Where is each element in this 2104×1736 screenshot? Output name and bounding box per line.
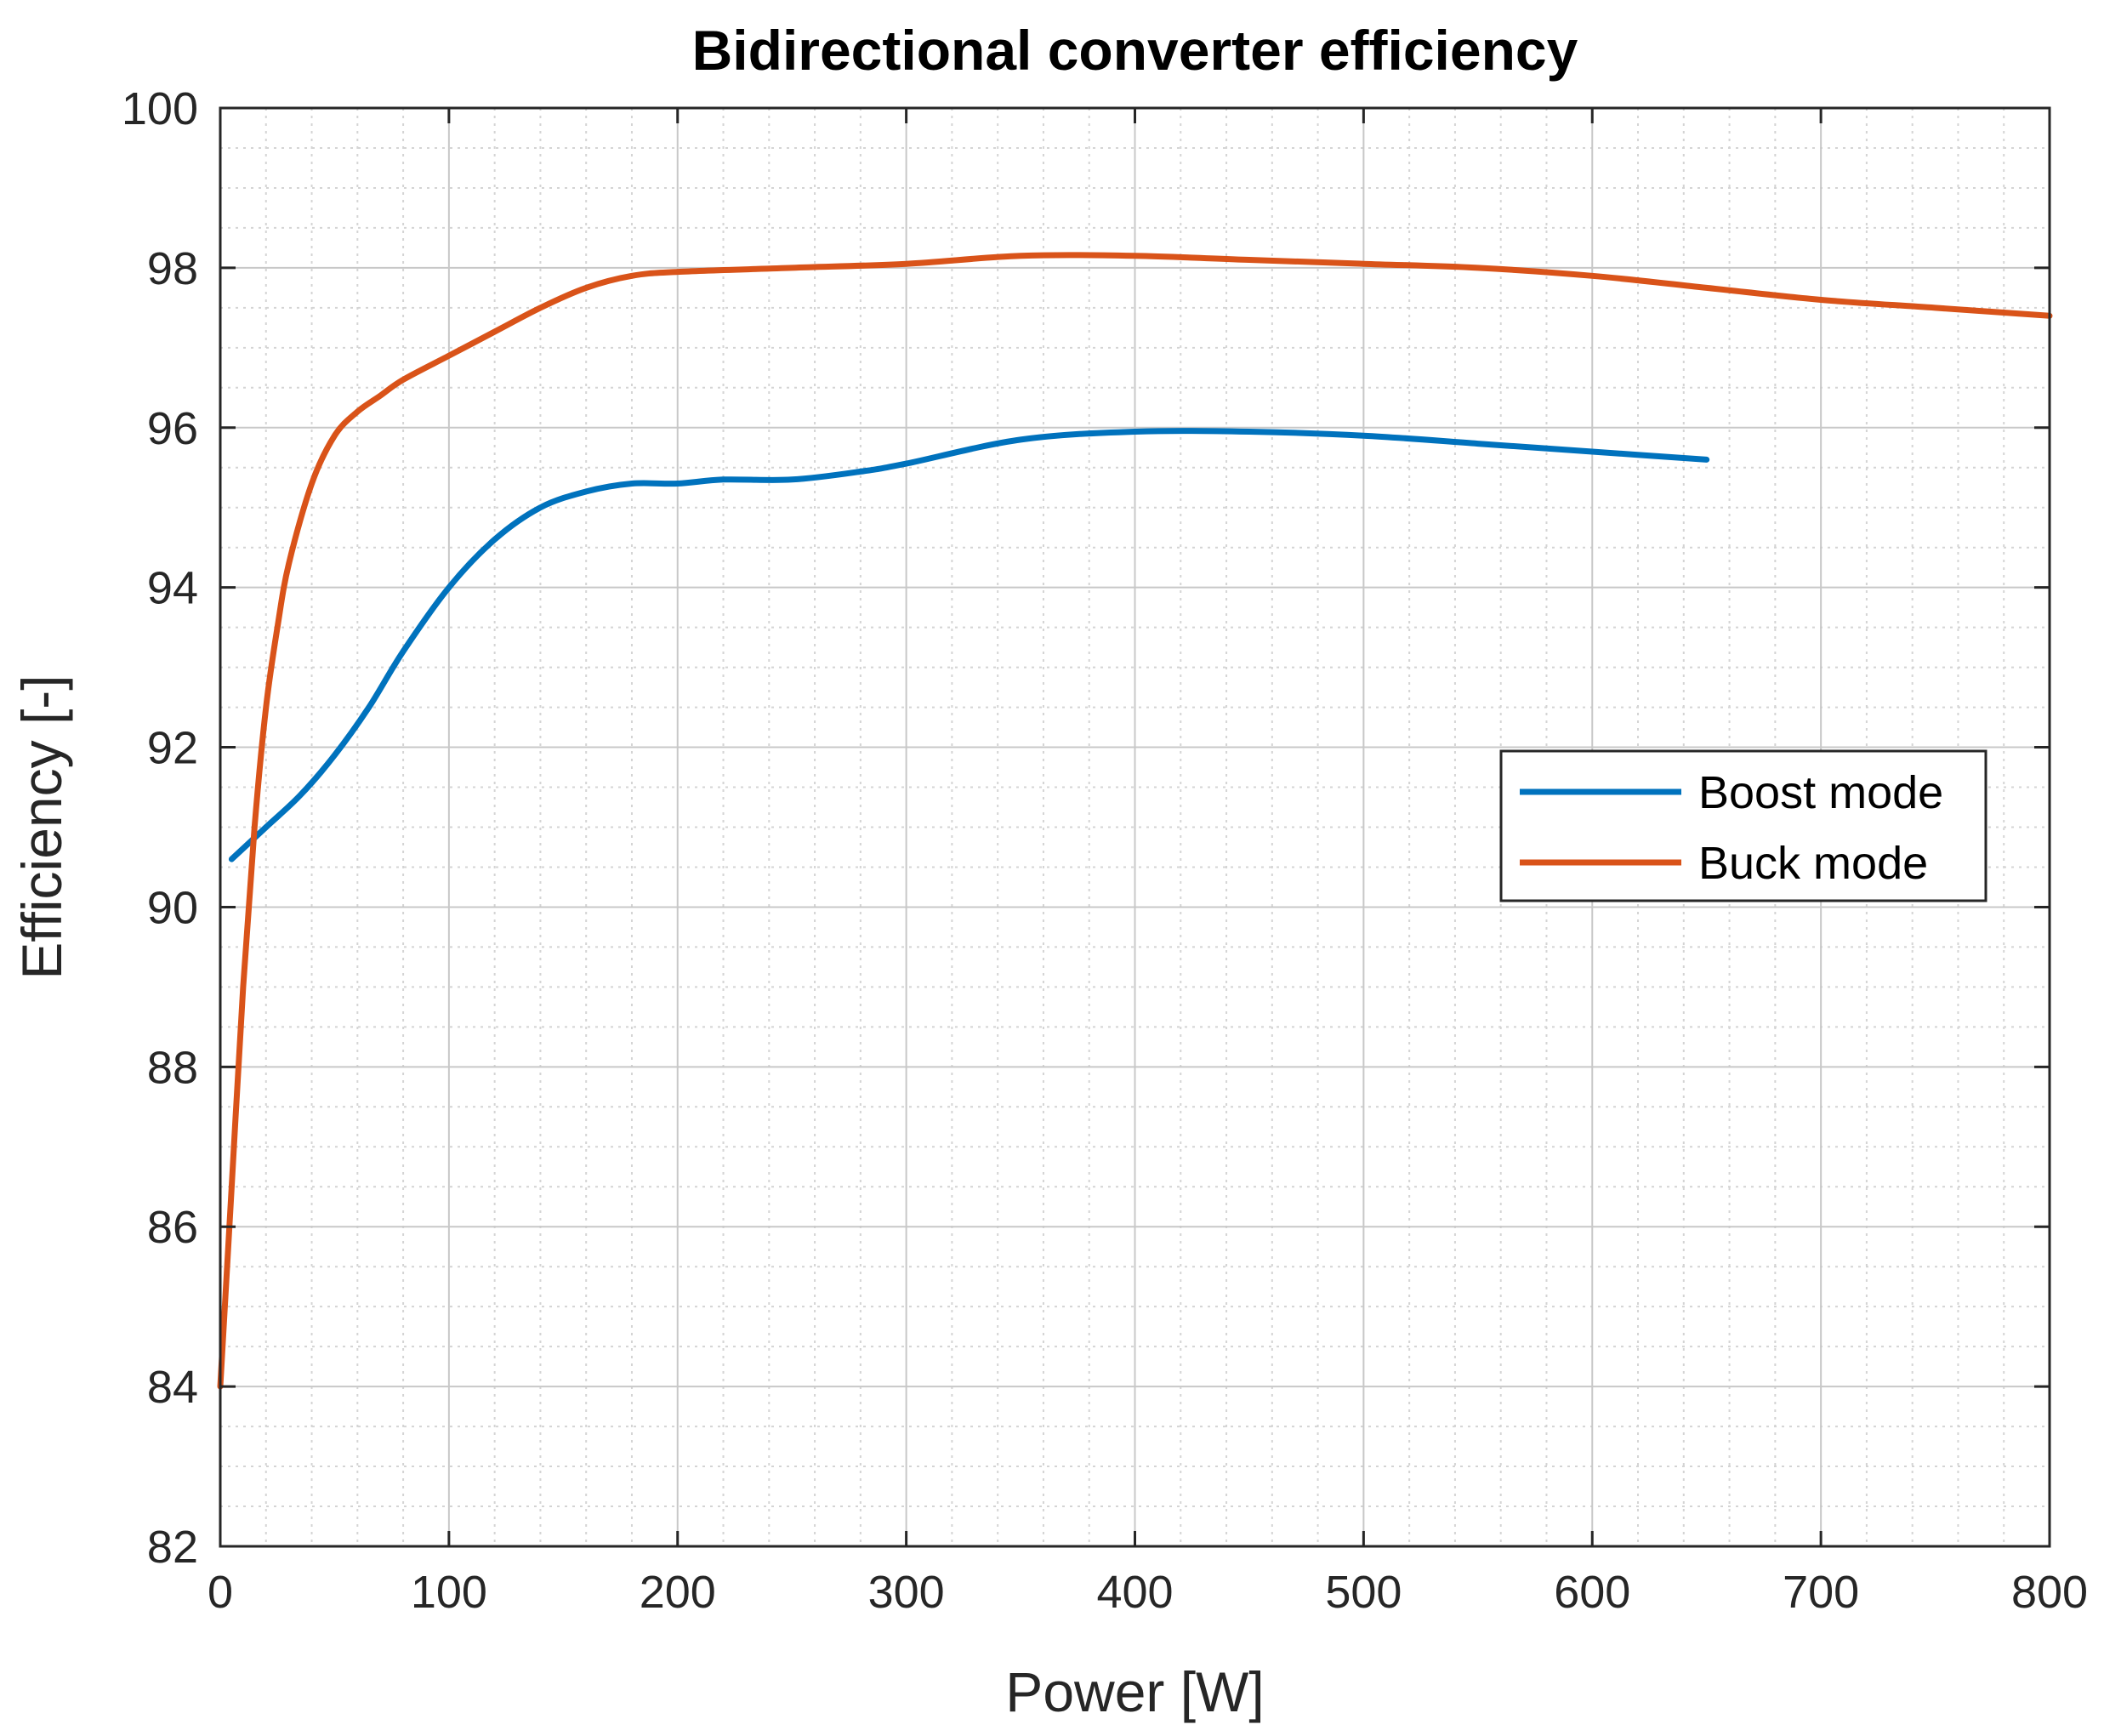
y-axis-label: Efficiency [-] [10,674,73,979]
x-tick-label: 100 [411,1567,487,1618]
y-tick-label: 94 [147,563,198,614]
y-tick-label: 84 [147,1362,198,1413]
x-tick-label: 700 [1783,1567,1859,1618]
y-tick-label: 88 [147,1042,198,1093]
series-line-boost-mode [228,428,1710,862]
x-tick-label: 200 [640,1567,716,1618]
axes: 0 100 200 300 400 500 600 700 800 82 84 86 88 90 92 94 9… [122,83,2088,1618]
legend-label-buck-mode: Buck mode [1698,838,1928,889]
y-tick-label: 92 [147,723,198,774]
y-tick-label: 98 [147,243,198,294]
chart-title: Bidirectional converter efficiency [692,19,1578,82]
x-tick-label: 800 [2011,1567,2088,1618]
y-tick-label: 96 [147,403,198,454]
legend: Boost mode Buck mode [1499,749,1987,902]
x-tick-label: 400 [1096,1567,1173,1618]
y-tick-label: 86 [147,1202,198,1253]
legend-label-boost-mode: Boost mode [1698,767,1943,818]
y-tick-label: 90 [147,882,198,933]
series-layer [217,252,2053,1390]
x-tick-label: 500 [1325,1567,1402,1618]
y-tick-label: 100 [122,83,198,134]
x-axis-label: Power [W] [1005,1660,1264,1723]
x-tick-label: 600 [1554,1567,1630,1618]
x-tick-label: 300 [868,1567,945,1618]
x-tick-label: 0 [208,1567,233,1618]
y-tick-label: 82 [147,1522,198,1573]
legend-box [1499,749,1987,902]
series-line-buck-mode [217,252,2053,1390]
